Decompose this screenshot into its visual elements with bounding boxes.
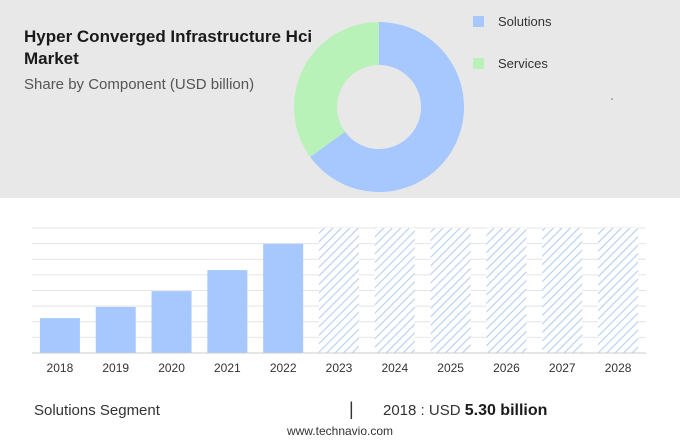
footer-separator: | <box>349 399 354 419</box>
x-tick-label-2028: 2028 <box>605 361 632 375</box>
bar-2019 <box>95 306 136 353</box>
forecast-bar-2027 <box>542 228 583 353</box>
bar-2018 <box>39 318 80 353</box>
segment-year-label: 2018 : USD <box>383 402 461 419</box>
x-tick-label-2027: 2027 <box>549 361 576 375</box>
segment-label: Solutions Segment <box>34 402 160 419</box>
forecast-bar-2023 <box>319 228 359 353</box>
legend-item-solutions: Solutions <box>473 13 551 29</box>
forecast-bar-2024 <box>374 228 415 353</box>
x-tick-label-2024: 2024 <box>381 361 408 375</box>
x-tick-label-2020: 2020 <box>158 361 185 375</box>
x-tick-label-2021: 2021 <box>214 361 241 375</box>
bar-2021 <box>207 270 248 353</box>
segment-value-amount: 5.30 billion <box>464 402 548 419</box>
segment-value: 2018 : USD 5.30 billion <box>383 402 547 420</box>
forecast-bar-2026 <box>486 228 527 353</box>
forecast-bar-2025 <box>430 228 471 353</box>
bar-2022 <box>263 243 304 353</box>
x-tick-label-2019: 2019 <box>102 361 129 375</box>
chart-subtitle: Share by Component (USD billion) <box>24 76 255 93</box>
legend-swatch-services <box>473 57 484 69</box>
legend-swatch-solutions <box>473 15 484 27</box>
source-link[interactable]: www.technavio.com <box>286 424 394 438</box>
x-tick-label-2018: 2018 <box>47 361 74 375</box>
decorative-dot <box>611 98 613 100</box>
chart-title: Hyper Converged Infrastructure Hci Marke… <box>24 27 313 68</box>
legend-label-solutions: Solutions <box>498 13 552 29</box>
donut-slice-services <box>294 22 379 157</box>
x-tick-label-2025: 2025 <box>437 361 464 375</box>
x-tick-label-2026: 2026 <box>493 361 520 375</box>
legend-label-services: Services <box>498 55 548 71</box>
x-tick-label-2022: 2022 <box>270 361 297 375</box>
bar-chart: 2018 2019 2020 2021 2022 2023 2024 2025 2026 2027… <box>32 227 646 375</box>
donut-slice-solutions <box>310 22 465 193</box>
legend-item-services: Services <box>473 55 548 71</box>
donut-chart <box>294 22 465 193</box>
x-tick-label-2023: 2023 <box>326 361 353 375</box>
forecast-bar-2028 <box>598 228 639 353</box>
bar-2020 <box>151 291 192 353</box>
